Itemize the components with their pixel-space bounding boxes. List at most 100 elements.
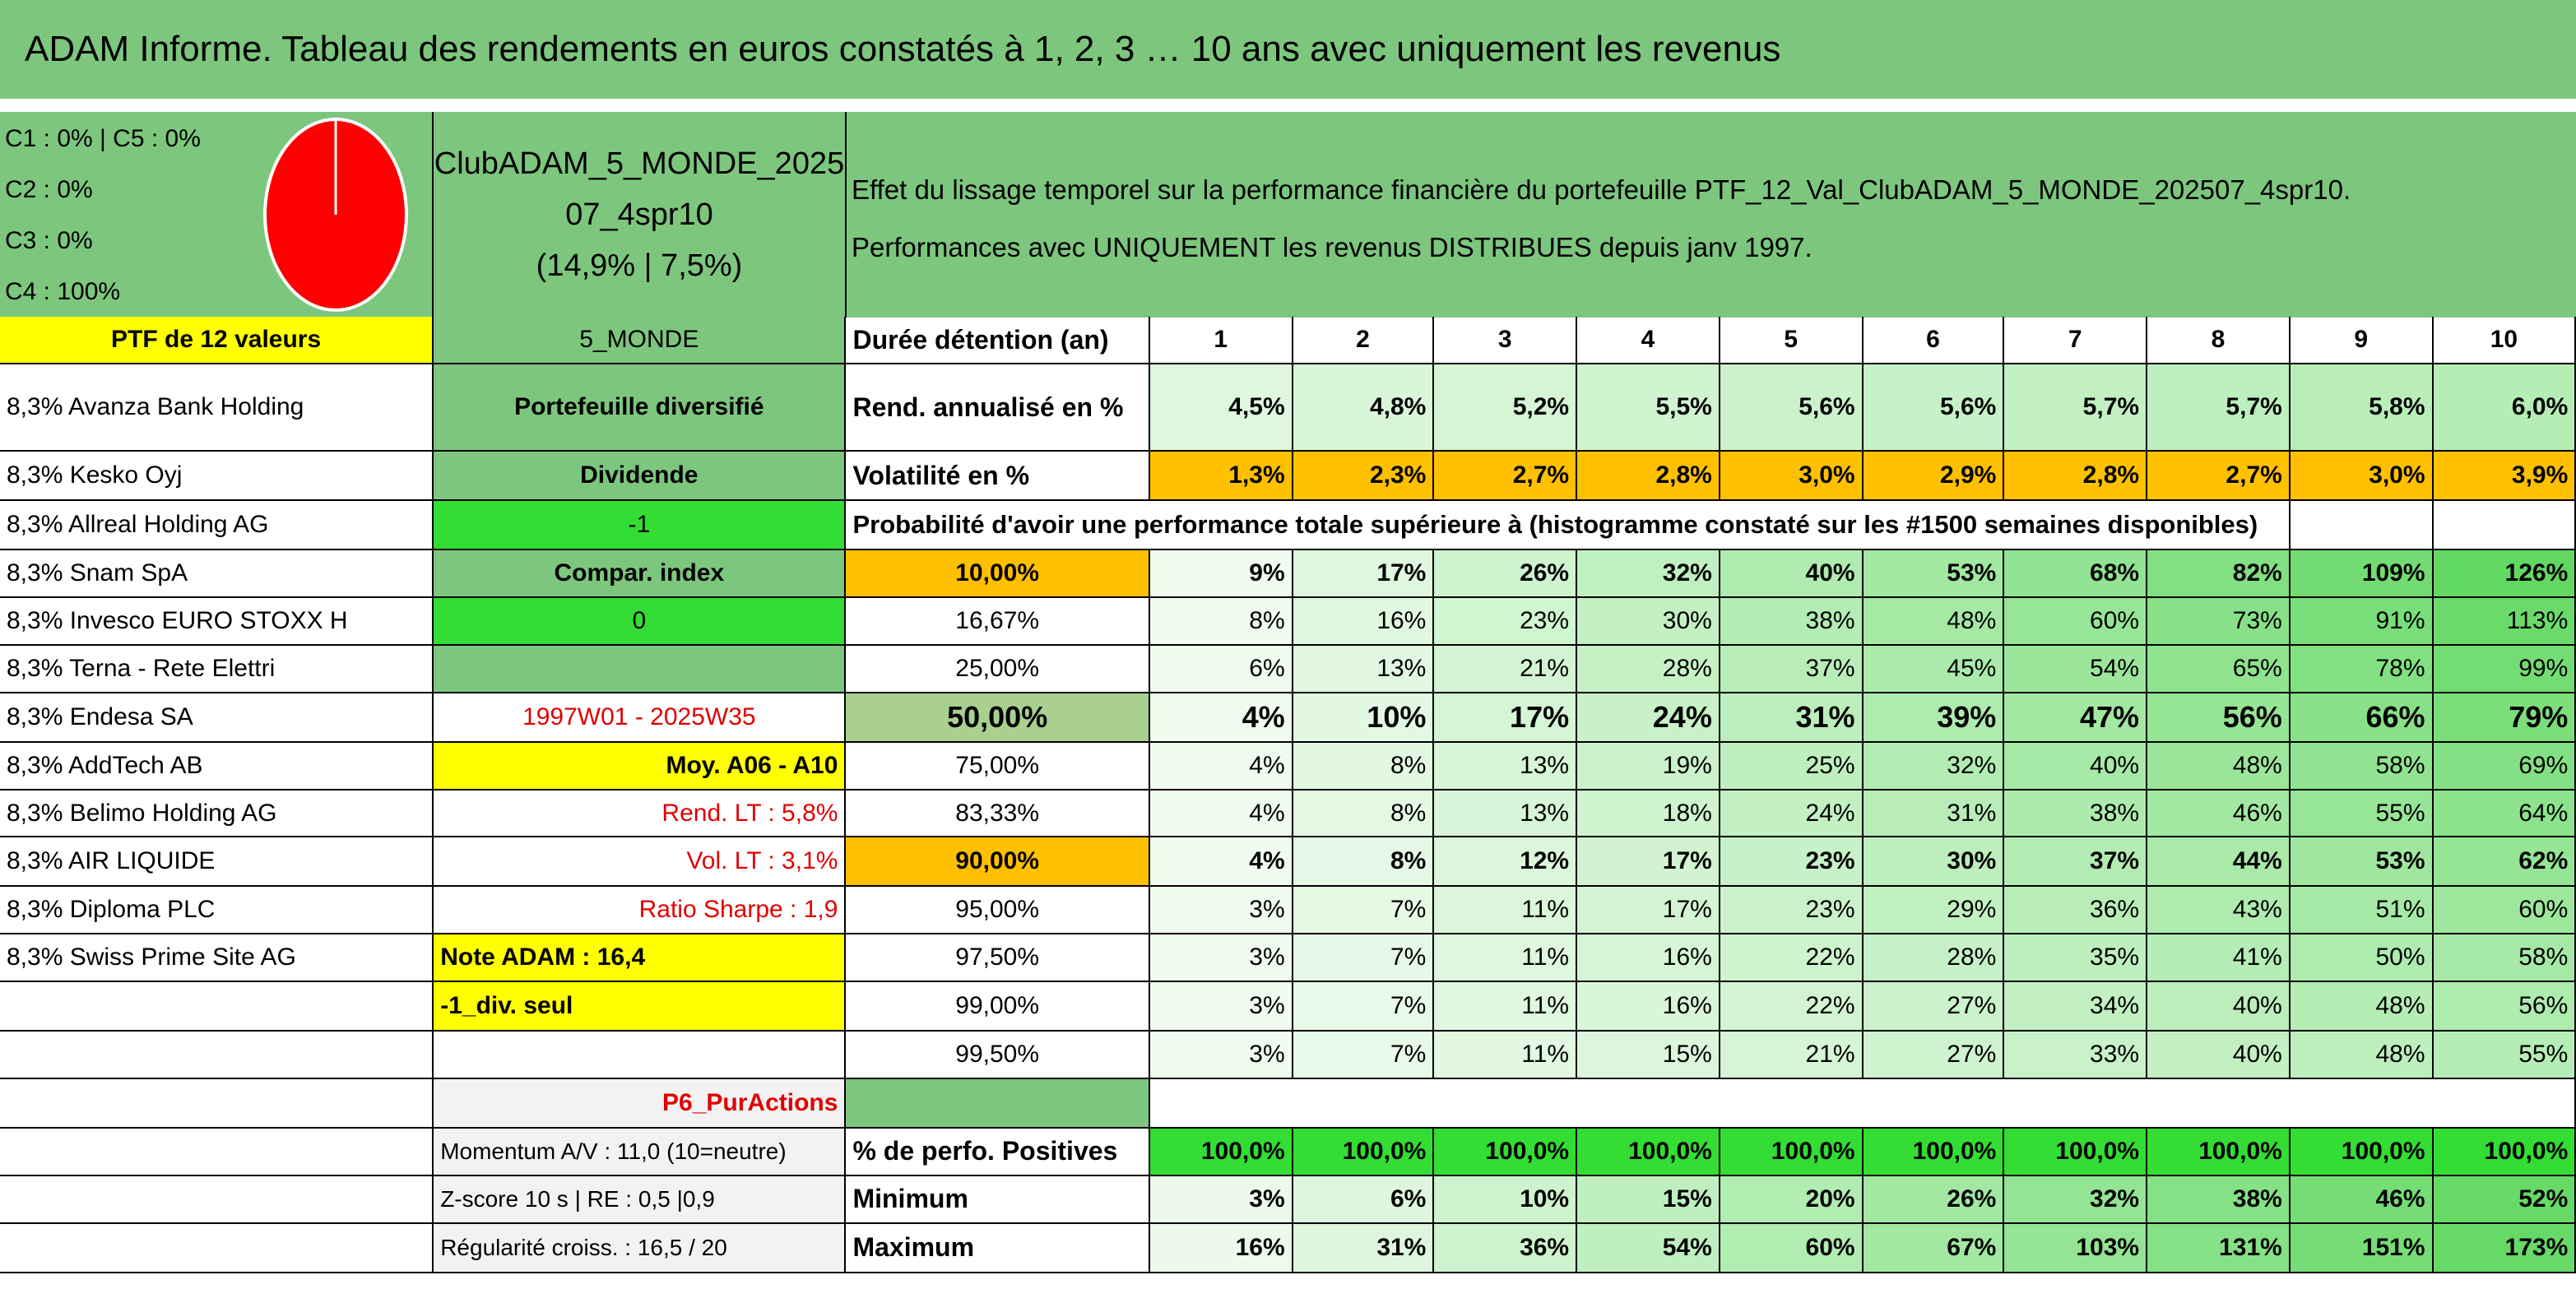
value-cell: 100,0% bbox=[2147, 1128, 2291, 1176]
value-cell: 58% bbox=[2290, 742, 2434, 791]
side-cell: Dividende bbox=[434, 452, 847, 502]
section-label: Probabilité d'avoir une performance tota… bbox=[846, 501, 2291, 550]
value-cell-text: 100,0% bbox=[2055, 1137, 2140, 1165]
value-cell: 8% bbox=[1293, 790, 1435, 838]
value-cell-text: 48% bbox=[2375, 992, 2425, 1020]
value-cell-text: 8% bbox=[1249, 606, 1285, 634]
value-cell-text: 31% bbox=[1947, 799, 1997, 827]
value-cell-text: 37% bbox=[1805, 654, 1855, 682]
value-cell: 82% bbox=[2147, 549, 2291, 598]
value-cell: 131% bbox=[2147, 1223, 2291, 1273]
value-cell-text: 16% bbox=[1662, 944, 1712, 971]
value-cell: 3,0% bbox=[1720, 452, 1864, 502]
row-header-text: 75,00% bbox=[955, 751, 1040, 779]
value-cell-text: 48% bbox=[2375, 1041, 2425, 1069]
value-cell: 62% bbox=[2433, 837, 2576, 888]
side-cell: Régularité croiss. : 16,5 / 20 bbox=[434, 1223, 847, 1273]
value-cell-text: 22% bbox=[1805, 944, 1855, 971]
value-cell: 48% bbox=[2290, 982, 2434, 1032]
side-cell: 5_MONDE bbox=[434, 317, 847, 365]
value-cell-text: 32% bbox=[1947, 751, 1997, 779]
row-header-text: Minimum bbox=[852, 1184, 968, 1214]
value-cell: 26% bbox=[1434, 549, 1578, 598]
description-cell: Effet du lissage temporel sur la perform… bbox=[847, 112, 2576, 318]
value-cell: 27% bbox=[1863, 982, 2005, 1032]
value-cell: 24% bbox=[1577, 693, 1720, 743]
value-cell-text: 41% bbox=[2232, 944, 2282, 971]
row-label: 8,3% Swiss Prime Site AG bbox=[0, 934, 434, 983]
value-cell-text: 47% bbox=[2080, 699, 2140, 734]
value-cell-text: 38% bbox=[2090, 799, 2140, 827]
value-cell-text: 51% bbox=[2375, 896, 2425, 924]
value-cell-text: 27% bbox=[1947, 1041, 1997, 1069]
value-cell-text: 15% bbox=[1662, 1041, 1712, 1069]
value-cell: 37% bbox=[1720, 645, 1864, 693]
value-cell: 21% bbox=[1434, 645, 1578, 693]
value-cell-text: 32% bbox=[2090, 1185, 2140, 1212]
value-cell: 8% bbox=[1149, 597, 1293, 646]
side-cell: Momentum A/V : 11,0 (10=neutre) bbox=[434, 1128, 847, 1176]
value-cell-text: 33% bbox=[2090, 1041, 2140, 1069]
cell bbox=[2290, 501, 2434, 550]
value-cell-text: 91% bbox=[2375, 606, 2425, 634]
value-cell-text: 13% bbox=[1376, 654, 1427, 682]
value-cell-text: 52% bbox=[2518, 1185, 2569, 1212]
row-header bbox=[846, 1079, 1150, 1129]
value-cell: 4% bbox=[1149, 693, 1293, 743]
value-cell-text: 11% bbox=[1521, 896, 1570, 924]
row-label: 8,3% Diploma PLC bbox=[0, 887, 434, 935]
value-cell-text: 16% bbox=[1235, 1233, 1285, 1261]
allocation-line: C3 : 0% bbox=[5, 227, 93, 254]
value-cell: 31% bbox=[1720, 693, 1864, 743]
value-cell-text: 16% bbox=[1376, 606, 1427, 634]
value-cell: 19% bbox=[1577, 742, 1720, 791]
value-cell-text: 23% bbox=[1520, 606, 1570, 634]
description-line: Effet du lissage temporel sur la perform… bbox=[852, 174, 2351, 205]
side-cell: 0 bbox=[434, 597, 847, 646]
row-label-text: 8,3% AddTech AB bbox=[7, 751, 203, 779]
value-cell: 45% bbox=[1863, 645, 2005, 693]
value-cell: 51% bbox=[2290, 887, 2434, 935]
value-cell-text: 12% bbox=[1520, 847, 1570, 875]
value-cell: 53% bbox=[1863, 549, 2005, 598]
value-cell: 100,0% bbox=[1720, 1128, 1864, 1176]
value-cell: 4% bbox=[1149, 742, 1293, 791]
value-cell: 68% bbox=[2004, 549, 2148, 598]
value-cell-text: 43% bbox=[2232, 896, 2282, 924]
value-cell: 7% bbox=[1293, 887, 1435, 935]
value-cell: 67% bbox=[1863, 1223, 2005, 1273]
value-cell-text: 26% bbox=[1947, 1185, 1997, 1212]
value-cell: 17% bbox=[1434, 693, 1578, 743]
row-label-text: 8,3% Swiss Prime Site AG bbox=[7, 944, 296, 971]
value-cell: 60% bbox=[2433, 887, 2576, 935]
value-cell: 3% bbox=[1149, 934, 1293, 983]
value-cell: 39% bbox=[1863, 693, 2005, 743]
portfolio-name: 07_4spr10 bbox=[565, 197, 713, 232]
value-cell-text: 17% bbox=[1376, 559, 1427, 587]
portfolio-name: ClubADAM_5_MONDE_2025 bbox=[434, 146, 845, 181]
value-cell-text: 1,3% bbox=[1228, 461, 1285, 489]
value-cell-text: 8% bbox=[1390, 751, 1427, 779]
value-cell-text: 5,7% bbox=[2082, 393, 2140, 421]
row-header-text: 99,00% bbox=[955, 992, 1040, 1020]
row-header-text: 50,00% bbox=[947, 699, 1048, 734]
value-cell-text: 26% bbox=[1520, 559, 1570, 587]
value-cell: 13% bbox=[1434, 790, 1578, 838]
row-label-text: 8,3% Endesa SA bbox=[7, 702, 193, 730]
value-cell: 3 bbox=[1434, 317, 1578, 365]
row-header-text: 95,00% bbox=[955, 896, 1040, 924]
value-cell-text: 24% bbox=[1652, 699, 1712, 734]
value-cell-text: 2,7% bbox=[2226, 461, 2282, 489]
value-cell-text: 3,0% bbox=[2369, 461, 2425, 489]
side-cell: P6_PurActions bbox=[434, 1079, 847, 1129]
value-cell: 21% bbox=[1720, 1032, 1864, 1080]
value-cell-text: 60% bbox=[2518, 896, 2569, 924]
value-cell-text: 16% bbox=[1662, 992, 1712, 1020]
value-cell-text: 53% bbox=[2375, 847, 2425, 875]
value-cell: 44% bbox=[2147, 837, 2291, 888]
row-label-text: 8,3% Invesco EURO STOXX H bbox=[7, 606, 348, 634]
value-cell-text: 173% bbox=[2504, 1233, 2569, 1261]
value-cell: 3% bbox=[1149, 982, 1293, 1032]
value-cell: 69% bbox=[2433, 742, 2576, 791]
side-cell-text: Rend. LT : 5,8% bbox=[661, 799, 838, 827]
